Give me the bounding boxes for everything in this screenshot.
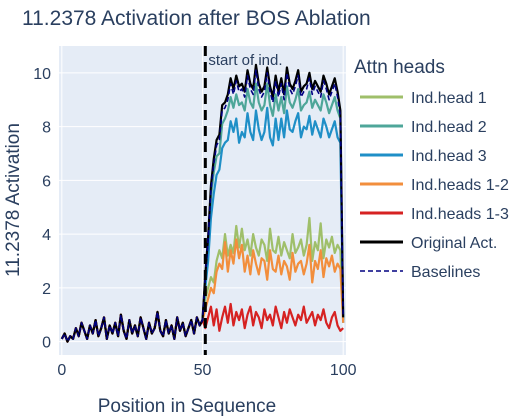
chart-title: 11.2378 Activation after BOS Ablation — [22, 7, 371, 30]
legend-label: Ind.head 1 — [411, 90, 487, 107]
legend-label: Baselines — [411, 264, 480, 281]
series-line-baselines — [61, 69, 344, 343]
y-tick-label: 6 — [42, 173, 51, 190]
legend-label: Original Act. — [411, 235, 497, 252]
x-tick-label: 0 — [57, 362, 66, 379]
legend-label: Ind.head 3 — [411, 148, 487, 165]
annotation-start-of-ind: start of ind. — [208, 52, 282, 69]
y-tick-label: 2 — [42, 281, 51, 298]
y-tick-label: 8 — [42, 120, 51, 137]
legend-label: Ind.heads 1-3 — [411, 206, 509, 223]
legend-title: Attn heads — [354, 57, 445, 78]
x-tick-label: 50 — [194, 362, 212, 379]
y-tick-label: 10 — [33, 66, 51, 83]
legend: Attn heads Ind.head 1 Ind.head 2 Ind.head … — [354, 57, 509, 281]
y-tick-label: 4 — [42, 227, 51, 244]
x-tick-label: 100 — [330, 362, 357, 379]
y-tick-label: 0 — [42, 335, 51, 352]
legend-label: Ind.head 2 — [411, 119, 487, 136]
grid-lines — [59, 46, 346, 355]
legend-label: Ind.heads 1-2 — [411, 177, 509, 194]
series-layer — [60, 63, 345, 343]
y-axis-title: 11.2378 Activation — [3, 123, 24, 277]
x-axis-title: Position in Sequence — [98, 396, 277, 416]
